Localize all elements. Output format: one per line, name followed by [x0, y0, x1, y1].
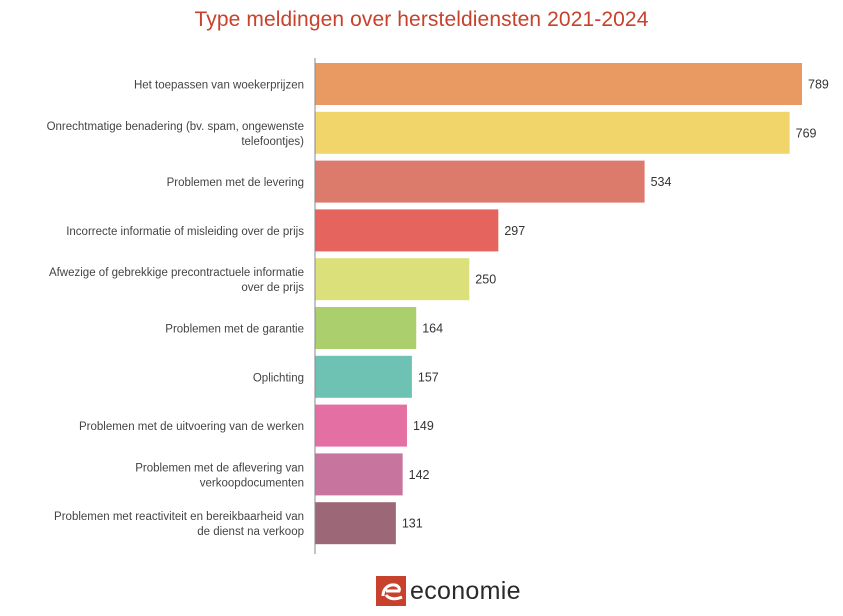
data-label-9: 142: [409, 468, 430, 482]
category-label-2: Onrechtmatige benadering (bv. spam, onge…: [47, 121, 305, 148]
data-label-2: 769: [796, 126, 817, 140]
bar-10: [315, 502, 396, 545]
category-label-4: Incorrecte informatie of misleiding over…: [66, 226, 304, 238]
category-label-3: Problemen met de levering: [167, 177, 304, 189]
data-label-6: 164: [422, 322, 443, 336]
bar-2: [315, 111, 790, 154]
logo-text: economie: [410, 576, 521, 605]
e-logo-icon: [376, 576, 406, 606]
category-label-1: Het toepassen van woekerprijzen: [134, 80, 304, 92]
data-label-8: 149: [413, 419, 434, 433]
bar-5: [315, 258, 470, 301]
bar-3: [315, 160, 645, 203]
category-label-8: Problemen met de uitvoering van de werke…: [79, 421, 304, 433]
data-label-1: 789: [808, 78, 829, 92]
category-label-9: Problemen met de aflevering van verkoopdo…: [135, 462, 304, 489]
bar-4: [315, 209, 499, 252]
category-label-10: Problemen met reactiviteit en bereikbaar…: [54, 511, 304, 538]
data-label-3: 534: [651, 175, 672, 189]
chart-title: Type meldingen over hersteldiensten 2021…: [194, 8, 649, 31]
bar-8: [315, 404, 407, 447]
category-label-7: Oplichting: [253, 372, 304, 384]
bar-1: [315, 63, 802, 105]
bar-6: [315, 307, 417, 349]
bar-7: [315, 355, 412, 398]
economie-logo: economie: [376, 575, 521, 607]
category-label-5: Afwezige of gebrekkige precontractuele i…: [49, 267, 304, 294]
data-label-10: 131: [402, 517, 423, 531]
bar-9: [315, 453, 403, 496]
data-label-7: 157: [418, 370, 439, 384]
data-label-5: 250: [475, 273, 496, 287]
category-label-6: Problemen met de garantie: [165, 324, 304, 336]
data-label-4: 297: [504, 224, 525, 238]
